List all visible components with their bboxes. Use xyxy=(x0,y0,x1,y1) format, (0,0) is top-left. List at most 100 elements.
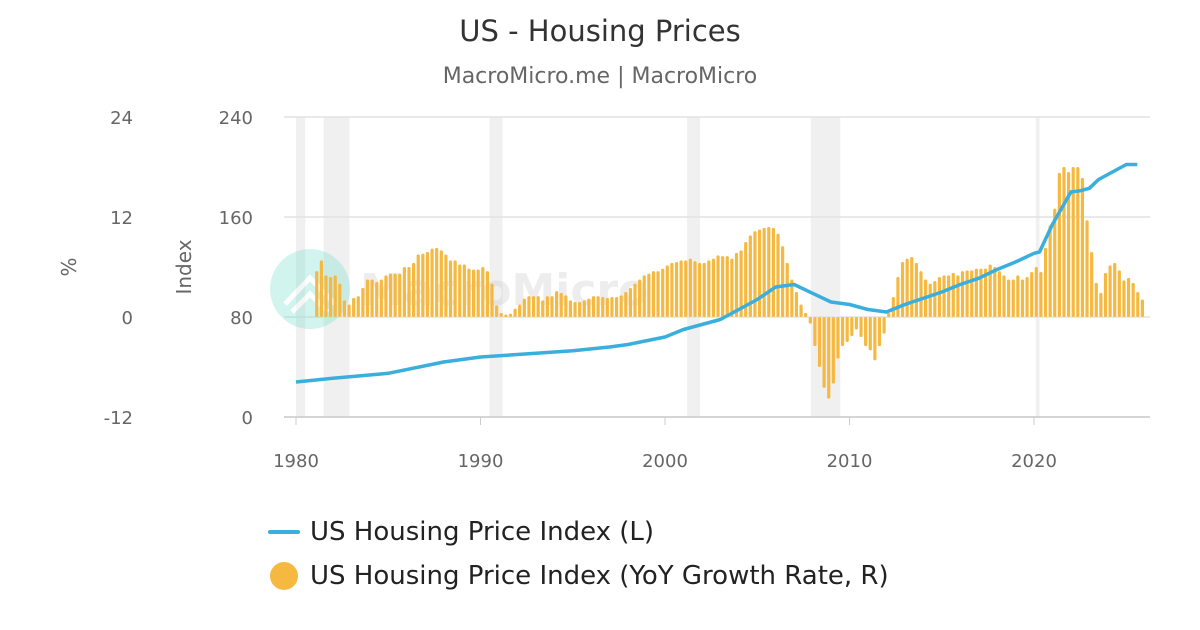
y-tick-label-pct: 12 xyxy=(110,208,133,229)
yoy-bar xyxy=(836,317,840,359)
yoy-bar xyxy=(1099,292,1103,317)
legend-label: US Housing Price Index (YoY Growth Rate,… xyxy=(310,561,889,591)
yoy-bar xyxy=(965,270,969,317)
yoy-bar xyxy=(393,273,397,317)
yoy-bar xyxy=(490,283,494,317)
yoy-bar xyxy=(1103,272,1108,317)
yoy-bar xyxy=(1039,272,1043,317)
yoy-bar xyxy=(813,317,817,347)
yoy-bar xyxy=(781,246,785,317)
yoy-bar xyxy=(458,264,462,317)
yoy-bar xyxy=(555,291,559,317)
y-tick-label-index: 160 xyxy=(219,208,253,229)
yoy-bar xyxy=(854,317,859,330)
yoy-bar xyxy=(822,317,826,388)
yoy-bar xyxy=(974,268,978,317)
y-tick-label-index: 0 xyxy=(242,408,253,429)
yoy-bar xyxy=(605,297,609,317)
recession-band xyxy=(489,117,503,417)
yoy-bar xyxy=(799,304,803,317)
yoy-bar xyxy=(1108,265,1112,317)
yoy-bar xyxy=(545,296,549,317)
yoy-bar xyxy=(1094,282,1098,317)
yoy-bar xyxy=(1066,172,1071,317)
yoy-bar xyxy=(495,305,499,317)
yoy-bar xyxy=(850,317,854,337)
yoy-bar xyxy=(338,283,342,317)
yoy-bar xyxy=(504,314,508,317)
yoy-bar xyxy=(319,260,323,317)
y-tick-label-index: 80 xyxy=(230,308,253,329)
yoy-bar xyxy=(748,235,752,317)
yoy-bar xyxy=(352,297,356,317)
legend: US Housing Price Index (L) US Housing Pr… xyxy=(268,510,889,598)
yoy-bar xyxy=(688,258,692,317)
y-axis-label-pct: % xyxy=(57,257,81,276)
yoy-bar xyxy=(365,279,370,317)
yoy-bar xyxy=(444,254,448,317)
yoy-bar xyxy=(471,269,476,317)
yoy-bar xyxy=(1126,277,1131,317)
yoy-bar xyxy=(739,250,743,317)
yoy-bar xyxy=(628,287,633,317)
yoy-bar xyxy=(937,277,942,317)
yoy-bar xyxy=(1085,220,1089,317)
yoy-bar xyxy=(882,317,886,334)
legend-item-yoy[interactable]: US Housing Price Index (YoY Growth Rate,… xyxy=(268,554,889,598)
yoy-bar xyxy=(1016,275,1020,317)
yoy-bar xyxy=(970,270,974,317)
yoy-bar xyxy=(1117,270,1121,317)
yoy-bar xyxy=(887,312,891,317)
yoy-bar xyxy=(522,298,526,317)
yoy-bar xyxy=(361,287,365,317)
yoy-bar xyxy=(960,271,965,317)
yoy-bar xyxy=(1034,267,1038,317)
yoy-bar xyxy=(578,302,582,317)
yoy-bar xyxy=(1048,225,1052,317)
yoy-bar xyxy=(476,269,480,317)
yoy-bar xyxy=(896,277,900,317)
yoy-bar xyxy=(684,260,688,317)
yoy-bar xyxy=(721,256,725,317)
yoy-bar xyxy=(1053,208,1057,317)
legend-line-icon xyxy=(268,530,300,534)
yoy-bar xyxy=(448,260,453,317)
yoy-bar xyxy=(716,255,720,317)
yoy-bar xyxy=(647,273,651,317)
yoy-bar xyxy=(804,312,808,317)
yoy-bar xyxy=(947,275,951,317)
yoy-bar xyxy=(1071,167,1075,317)
yoy-bar xyxy=(651,271,656,317)
yoy-bar xyxy=(412,262,416,317)
yoy-bar xyxy=(877,317,882,347)
yoy-bar xyxy=(767,227,771,317)
yoy-bar xyxy=(1140,299,1144,317)
yoy-bar xyxy=(407,267,411,317)
yoy-bar xyxy=(375,282,379,317)
yoy-bar xyxy=(388,273,393,317)
yoy-bar xyxy=(513,308,517,317)
yoy-bar xyxy=(693,261,697,317)
yoy-bar xyxy=(619,295,623,317)
yoy-bar xyxy=(485,271,490,317)
yoy-bar xyxy=(518,304,522,317)
legend-item-index[interactable]: US Housing Price Index (L) xyxy=(268,510,889,554)
yoy-bar xyxy=(1043,247,1048,317)
yoy-bar xyxy=(638,279,642,317)
yoy-bar xyxy=(624,292,628,317)
yoy-bar xyxy=(416,254,420,317)
yoy-bar xyxy=(757,229,762,317)
x-tick-label: 1980 xyxy=(273,451,319,472)
yoy-bar xyxy=(536,296,540,317)
yoy-bar xyxy=(988,264,992,317)
yoy-bar xyxy=(531,296,536,317)
yoy-bar xyxy=(725,256,729,317)
yoy-bar xyxy=(328,277,333,317)
yoy-bar xyxy=(527,296,531,317)
yoy-bar xyxy=(559,292,563,317)
yoy-bar xyxy=(568,300,573,317)
yoy-bar xyxy=(541,300,545,317)
yoy-bar xyxy=(1057,172,1061,317)
